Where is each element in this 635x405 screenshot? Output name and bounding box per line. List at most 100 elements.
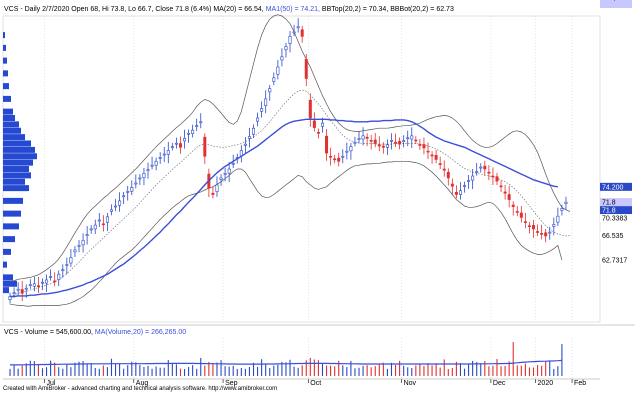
candle — [89, 225, 93, 234]
candle — [296, 18, 300, 33]
candle — [219, 174, 223, 186]
volume-profile-bar — [3, 95, 11, 102]
volume-profile-bar — [3, 83, 9, 90]
candle — [398, 137, 402, 150]
candle — [162, 147, 166, 162]
candle — [438, 156, 442, 169]
candle — [28, 279, 32, 289]
volume-profile-bar — [3, 108, 13, 115]
candle — [308, 93, 312, 127]
volume-pane: 545,600266,265 — [9, 0, 632, 380]
volume-profile-bar — [3, 115, 15, 121]
candle — [158, 152, 162, 164]
candle — [187, 129, 191, 143]
candle — [402, 135, 406, 148]
candle — [487, 165, 491, 181]
volume-profile-bar — [3, 70, 8, 77]
candle — [69, 249, 73, 267]
candle — [122, 191, 126, 205]
candle — [114, 198, 118, 212]
candle — [353, 136, 357, 147]
volume-profile-bar — [3, 172, 31, 179]
volume-profile-bar — [3, 236, 15, 243]
candle — [170, 142, 174, 151]
candle — [126, 185, 130, 201]
volume-tag-label: 266,265 — [602, 0, 627, 2]
candle — [288, 30, 292, 53]
volume-profile-bar — [3, 178, 25, 185]
candle — [564, 196, 568, 210]
candle — [272, 72, 276, 86]
candle — [527, 221, 531, 234]
candle — [556, 207, 560, 227]
candle — [304, 53, 308, 87]
candle — [467, 175, 471, 189]
candle — [105, 212, 109, 232]
candle — [357, 131, 361, 144]
candle — [532, 220, 536, 238]
candle — [154, 157, 158, 171]
candle — [53, 272, 57, 287]
volume-tag: 266,265 — [600, 0, 632, 8]
candle — [16, 282, 20, 296]
volume-profile-bar — [3, 210, 21, 217]
volume-profile-bar — [3, 134, 25, 141]
price-tag: 74.200 — [600, 182, 632, 191]
candle — [203, 133, 207, 164]
candle — [463, 181, 467, 193]
x-tick-label: Sep — [225, 380, 238, 387]
candle — [45, 274, 49, 293]
price-tag-label: 66.535 — [602, 233, 624, 240]
candle — [178, 136, 182, 154]
candle — [300, 25, 304, 43]
candle — [369, 134, 373, 150]
candle — [183, 129, 187, 149]
candle — [36, 277, 40, 293]
candle — [77, 240, 81, 253]
candle — [381, 142, 385, 154]
candle — [65, 257, 69, 275]
volume-profile-bar — [3, 248, 11, 255]
candle — [20, 280, 24, 301]
candle — [349, 142, 353, 160]
candle — [507, 185, 511, 208]
candle — [118, 192, 122, 212]
volume-profile-bar — [3, 185, 29, 192]
candle — [499, 180, 503, 192]
candle — [195, 118, 199, 132]
candle — [365, 133, 369, 147]
volume-header: VCS - Volume = 545,600.00, MA(Volume,20)… — [4, 329, 186, 336]
price-header-prefix: VCS - Daily 2/7/2020 Open 68, Hi 73.8, L… — [4, 6, 264, 13]
x-tick-label: Dec — [493, 380, 506, 387]
candle — [260, 101, 264, 118]
candle — [134, 174, 138, 189]
candle — [479, 163, 483, 173]
candle — [341, 149, 345, 164]
series-bbbot — [9, 160, 563, 307]
price-tag: 66.535 — [600, 231, 632, 240]
candle — [414, 136, 418, 145]
candle — [475, 162, 479, 176]
candle — [442, 160, 446, 177]
candle — [426, 142, 430, 160]
candle — [483, 160, 487, 176]
series-ma50 — [10, 118, 559, 298]
candle — [247, 127, 251, 148]
x-tick-label: Jul — [47, 380, 56, 387]
volume-profile-bar — [3, 44, 6, 51]
candle — [491, 167, 495, 185]
candle — [337, 152, 341, 167]
price-tag-label: 62.7317 — [602, 257, 627, 264]
candle — [519, 205, 523, 223]
candle — [284, 42, 288, 58]
volume-header-prefix: VCS - Volume = 545,600.00, — [4, 329, 93, 336]
candle — [268, 84, 272, 101]
price-tag-label: 71.8 — [602, 208, 616, 215]
candle — [138, 174, 142, 185]
candle — [450, 178, 454, 196]
candle — [536, 224, 540, 236]
candle — [418, 139, 422, 150]
candle — [458, 182, 462, 200]
candle — [211, 186, 215, 199]
